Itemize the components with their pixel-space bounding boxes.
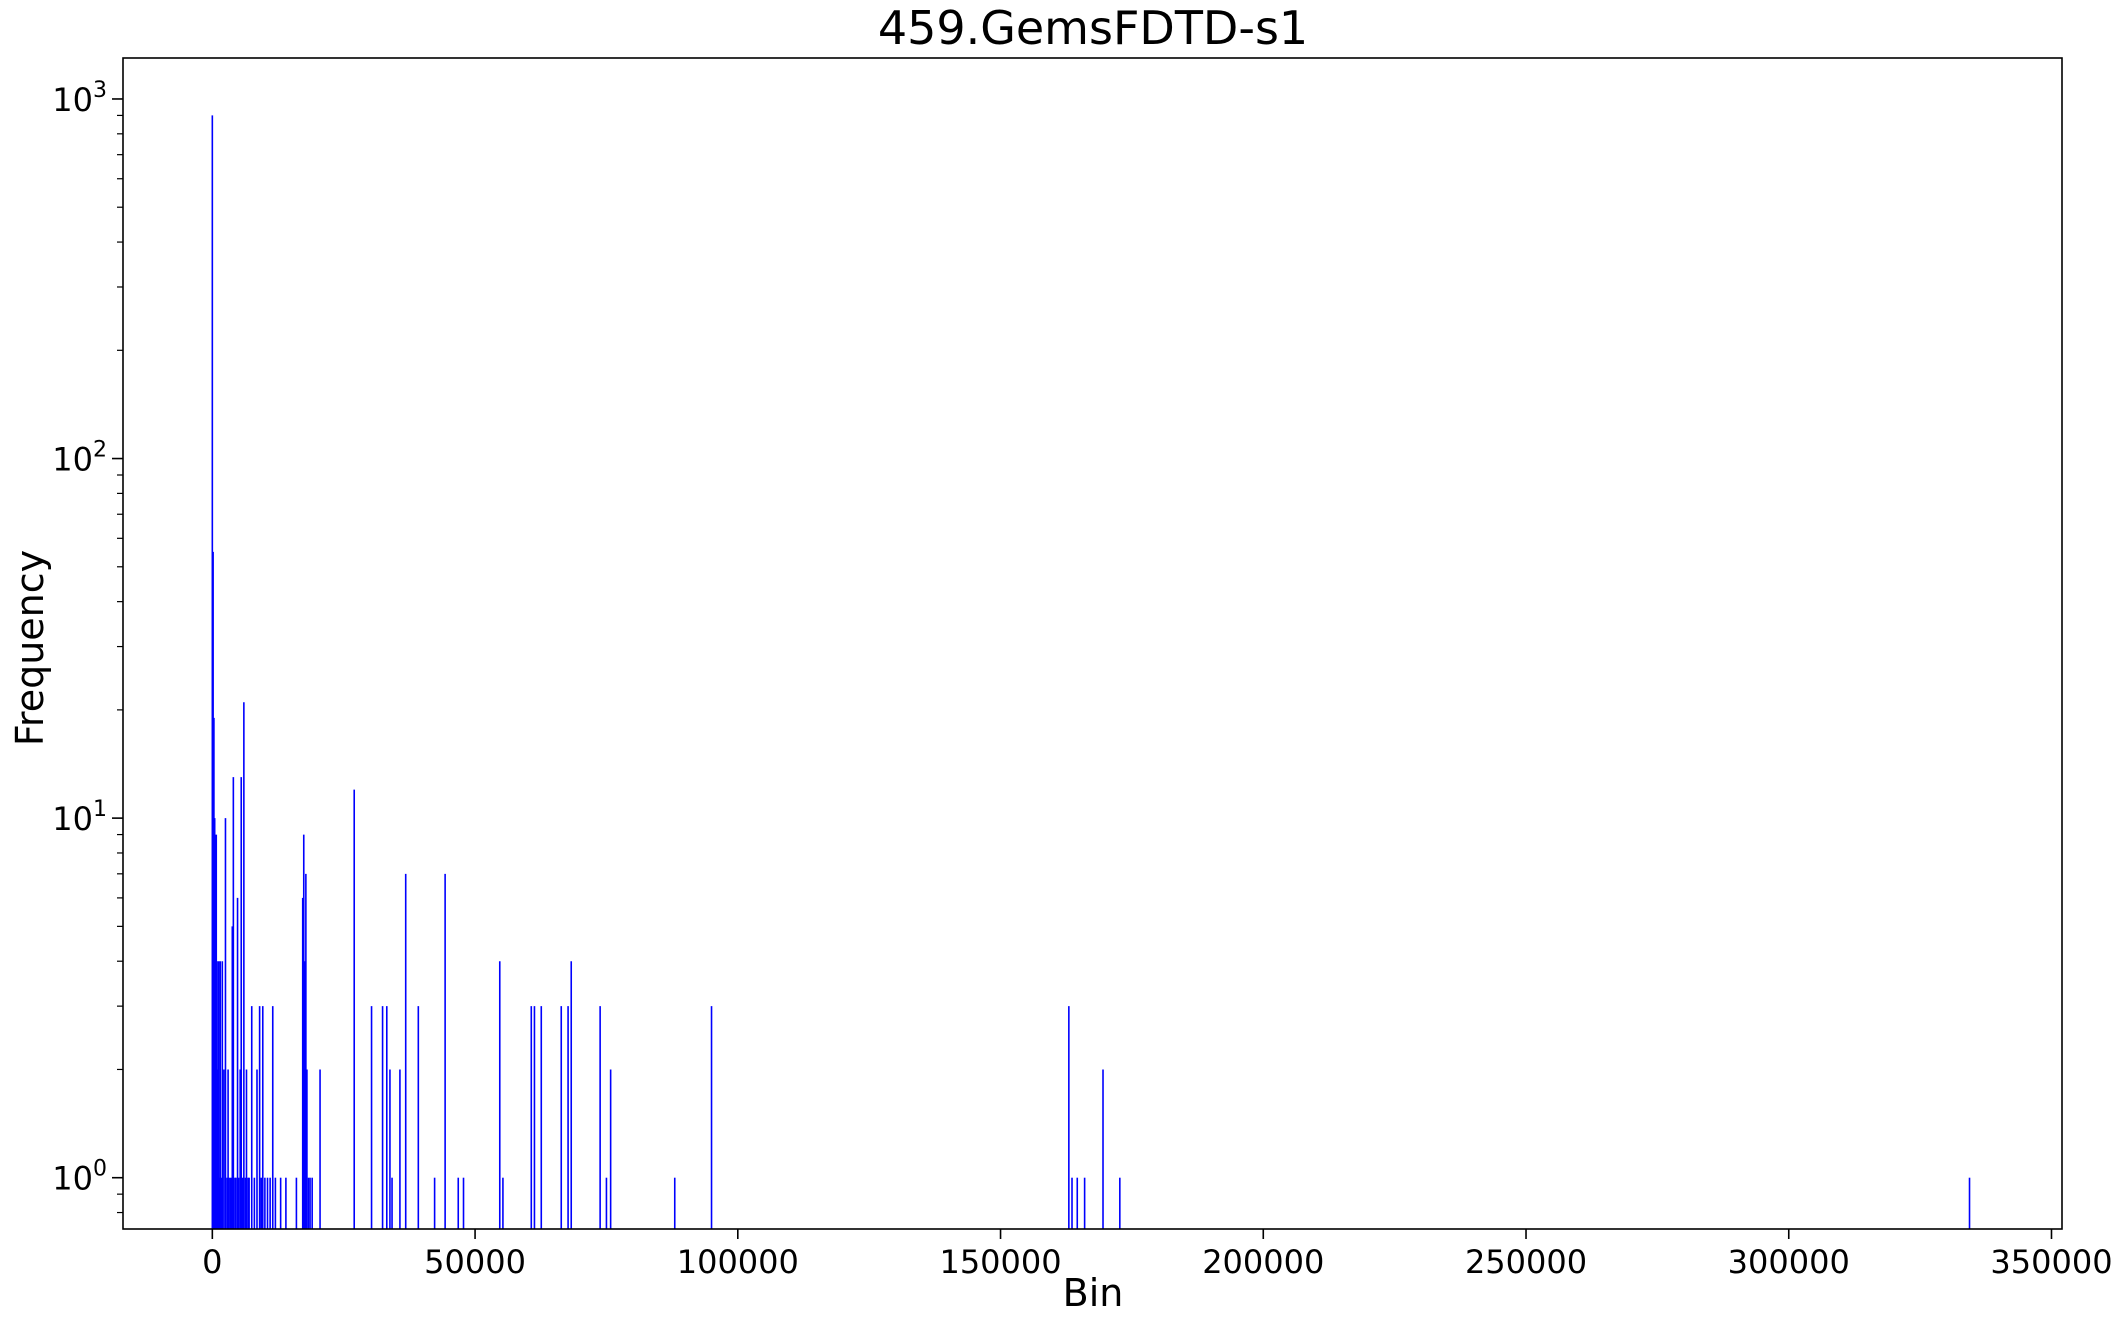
y-tick-base: 10 bbox=[52, 800, 93, 838]
x-tick-label: 250000 bbox=[1465, 1243, 1587, 1281]
x-tick-label: 200000 bbox=[1202, 1243, 1324, 1281]
x-tick-label: 50000 bbox=[424, 1243, 526, 1281]
y-tick-base: 10 bbox=[52, 1160, 93, 1198]
x-axis-label: Bin bbox=[1063, 1271, 1124, 1315]
y-tick-label: 101 bbox=[52, 797, 107, 838]
x-tick-label: 300000 bbox=[1728, 1243, 1850, 1281]
y-tick-base: 10 bbox=[52, 81, 93, 119]
y-tick-label: 102 bbox=[52, 438, 107, 479]
y-tick-label: 103 bbox=[52, 78, 107, 119]
chart-title: 459.GemsFDTD-s1 bbox=[878, 1, 1308, 55]
y-tick-exponent: 0 bbox=[93, 1157, 107, 1182]
y-tick-exponent: 3 bbox=[93, 78, 107, 103]
x-tick-label: 150000 bbox=[939, 1243, 1061, 1281]
bars-layer bbox=[211, 115, 1971, 1229]
x-tick-label: 0 bbox=[202, 1243, 222, 1281]
y-axis-label: Frequency bbox=[8, 550, 52, 746]
y-tick-exponent: 2 bbox=[93, 438, 107, 463]
y-tick-label: 100 bbox=[52, 1157, 107, 1198]
x-tick-label: 100000 bbox=[677, 1243, 799, 1281]
y-tick-base: 10 bbox=[52, 441, 93, 479]
y-tick-exponent: 1 bbox=[93, 797, 107, 822]
x-axis-ticks: 0 50000 100000 150000 200000 250000 300000 3500… bbox=[202, 1229, 2113, 1281]
plot-frame bbox=[122, 57, 2063, 1230]
x-tick-label: 350000 bbox=[1990, 1243, 2112, 1281]
